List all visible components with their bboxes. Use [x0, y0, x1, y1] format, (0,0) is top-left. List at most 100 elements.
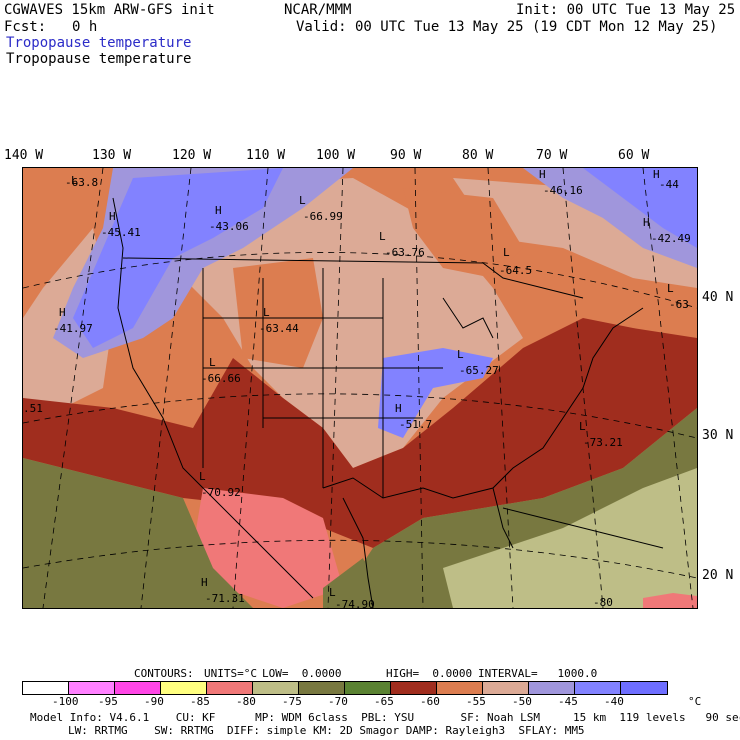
map-value-h-6: -41.97 [53, 322, 93, 335]
contours-units: UNITS=°C [204, 667, 257, 680]
map-value-l-5: -63.44 [259, 322, 299, 335]
map-value-l-3: -64.5 [499, 264, 533, 277]
forecast-label: Fcst: [4, 19, 47, 35]
map-label-l-10: L [329, 586, 336, 599]
lon-label-130w: 130 W [92, 148, 132, 163]
colorbar-tick-label: -80 [236, 695, 256, 708]
map-value-l-8: -73.21 [583, 436, 623, 449]
region-blue-ne [583, 168, 697, 248]
map-label-l-4: L [667, 282, 674, 295]
map-label-h-1: H [109, 210, 116, 223]
region-pink-se-corner [643, 593, 697, 608]
contours-low: LOW= 0.0000 [262, 667, 342, 680]
colorbar-tick-label: -85 [190, 695, 210, 708]
colorbar-tick-label: -70 [328, 695, 348, 708]
colorbar-swatch [575, 682, 621, 694]
map-value-l-4: -63 [669, 298, 689, 311]
colorbar-swatch [483, 682, 529, 694]
colorbar-tick-label: -90 [144, 695, 164, 708]
map-label-h-7: H [395, 402, 402, 415]
lat-label-30n: 30 N [702, 428, 734, 443]
valid-time: Valid: 00 UTC Tue 13 May 25 (19 CDT Mon … [296, 19, 718, 35]
region-darkred-band [23, 318, 697, 548]
map-label-h-5: H [643, 216, 650, 229]
map-value-edge-left: .51 [23, 402, 43, 415]
colorbar-swatch [23, 682, 69, 694]
colorbar-tick-label: -95 [98, 695, 118, 708]
map-value-l-9: -70.92 [201, 486, 241, 499]
colorbar-swatch [115, 682, 161, 694]
map-value-l-2: -63.76 [385, 246, 425, 259]
map-label-l-11: L [71, 174, 78, 187]
contours-label: CONTOURS: [134, 667, 194, 680]
map-label-h-3: H [539, 168, 546, 181]
colorbar-tick-label: -50 [512, 695, 532, 708]
model-title: CGWAVES 15km ARW-GFS init [4, 2, 215, 18]
map-value-h-8: -71.31 [205, 592, 245, 605]
map-value-h-5: -42.49 [651, 232, 691, 245]
region-blue-ohio [378, 348, 493, 438]
map-value-l-10: -74.90 [335, 598, 375, 609]
map-value-l-1: -66.99 [303, 210, 343, 223]
boundaries [112, 197, 664, 608]
map-value-l-6: -66.66 [201, 372, 241, 385]
colorbar-tick-label: -60 [420, 695, 440, 708]
colorbar-tick-label: °C [688, 695, 702, 708]
region-salmon-northeast [453, 178, 697, 288]
region-khaki-caribbean [443, 468, 697, 608]
colorbar-swatch [437, 682, 483, 694]
map-label-l-1: L [299, 194, 306, 207]
lon-label-120w: 120 W [172, 148, 212, 163]
region-olive-mexico [323, 558, 383, 608]
colorbar-tick-label: -45 [558, 695, 578, 708]
lon-label-60w: 60 W [618, 148, 650, 163]
colorbar-swatch [161, 682, 207, 694]
colorbar-tick-label: -65 [374, 695, 394, 708]
region-orange-plains [233, 258, 323, 368]
colorbar-tick-label: -40 [604, 695, 624, 708]
field-title: Tropopause temperature [6, 51, 192, 67]
map-value-h-4: -44 [659, 178, 679, 191]
map-label-l-8: L [579, 420, 586, 433]
lat-label-40n: 40 N [702, 290, 734, 305]
field-title-blue: Tropopause temperature [6, 35, 192, 51]
lat-label-20n: 20 N [702, 568, 734, 583]
colorbar-swatch [253, 682, 299, 694]
colorbar-swatch [529, 682, 575, 694]
map-value-h-1: -45.41 [101, 226, 141, 239]
colorbar-tick-label: -75 [282, 695, 302, 708]
map-value-edge-bottom: -80 [593, 596, 613, 609]
organization-label: NCAR/MMM [284, 2, 352, 18]
region-pink-mexico [193, 488, 343, 608]
lon-label-70w: 70 W [536, 148, 568, 163]
map-label-h-6: H [59, 306, 66, 319]
lon-label-80w: 80 W [462, 148, 494, 163]
map-value-l-11: -63.8 [65, 176, 99, 189]
map-fill-svg [23, 168, 697, 608]
map-value-h-7: -51.7 [399, 418, 433, 431]
map-label-h-4: H [653, 168, 660, 181]
map-label-l-2: L [379, 230, 386, 243]
init-time: Init: 00 UTC Tue 13 May 25 [516, 2, 736, 18]
map-label-h-2: H [215, 204, 222, 217]
contours-high: HIGH= 0.0000 [386, 667, 473, 680]
region-olive-pacific [23, 458, 253, 608]
lon-label-140w: 140 W [4, 148, 44, 163]
map-value-l-7: -65.27 [459, 364, 499, 377]
region-blue-nw [73, 168, 283, 348]
colorbar-swatch [391, 682, 437, 694]
forecast-hour: 0 h [72, 19, 98, 35]
map-label-h-8: H [201, 576, 208, 589]
model-info-line2: LW: RRTMG SW: RRTMG DIFF: simple KM: 2D … [68, 724, 585, 737]
contours-interval: INTERVAL= 1000.0 [478, 667, 598, 680]
colorbar-swatch [345, 682, 391, 694]
map-label-l-6: L [209, 356, 216, 369]
lon-label-100w: 100 W [316, 148, 356, 163]
map-value-h-3: -46.16 [543, 184, 583, 197]
colorbar-tick-label: -55 [466, 695, 486, 708]
lon-label-110w: 110 W [246, 148, 286, 163]
map-label-l-5: L [263, 306, 270, 319]
lon-label-90w: 90 W [390, 148, 422, 163]
model-info-line1: Model Info: V4.6.1 CU: KF MP: WDM 6class… [30, 711, 740, 724]
colorbar [22, 681, 668, 695]
